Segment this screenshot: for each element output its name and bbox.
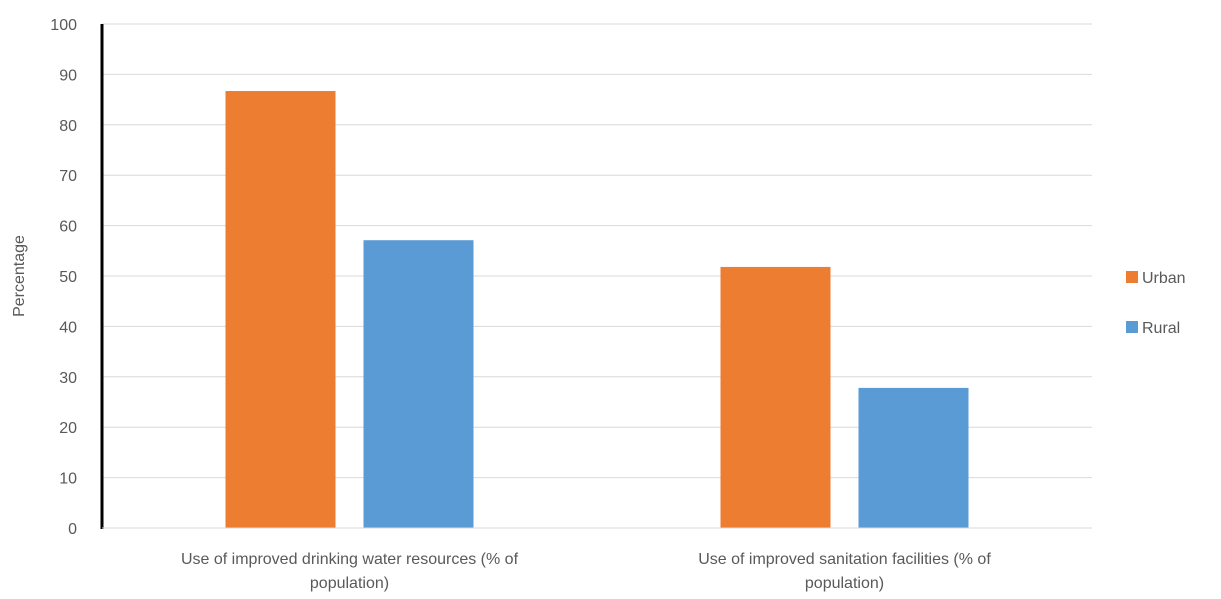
y-tick-label: 70 — [59, 168, 77, 185]
y-tick-label: 10 — [59, 471, 77, 488]
x-category-label: population) — [310, 575, 389, 592]
bar-rural-0 — [363, 240, 474, 528]
legend-swatch-rural — [1126, 321, 1138, 333]
x-category-labels: Use of improved drinking water resources… — [181, 551, 991, 592]
bar-urban-0 — [225, 91, 336, 529]
y-axis-title: Percentage — [11, 235, 28, 317]
bars — [225, 91, 969, 529]
bar-rural-1 — [858, 387, 969, 528]
y-tick-labels: 0 10 20 30 40 50 60 70 80 90 100 — [50, 17, 77, 538]
legend: Urban Rural — [1126, 270, 1186, 337]
x-category-label: Use of improved sanitation facilities (%… — [698, 551, 991, 568]
legend-label-urban: Urban — [1142, 270, 1186, 287]
x-category-label: Use of improved drinking water resources… — [181, 551, 519, 568]
y-tick-label: 100 — [50, 17, 77, 34]
y-tick-label: 30 — [59, 370, 77, 387]
legend-label-rural: Rural — [1142, 320, 1180, 337]
y-tick-label: 0 — [68, 521, 77, 538]
legend-swatch-urban — [1126, 271, 1138, 283]
x-category-label: population) — [805, 575, 884, 592]
y-tick-label: 60 — [59, 219, 77, 236]
y-tick-label: 40 — [59, 319, 77, 336]
y-tick-label: 90 — [59, 67, 77, 84]
y-tick-label: 50 — [59, 269, 77, 286]
bar-urban-1 — [720, 266, 831, 528]
y-tick-label: 20 — [59, 420, 77, 437]
y-tick-label: 80 — [59, 118, 77, 135]
